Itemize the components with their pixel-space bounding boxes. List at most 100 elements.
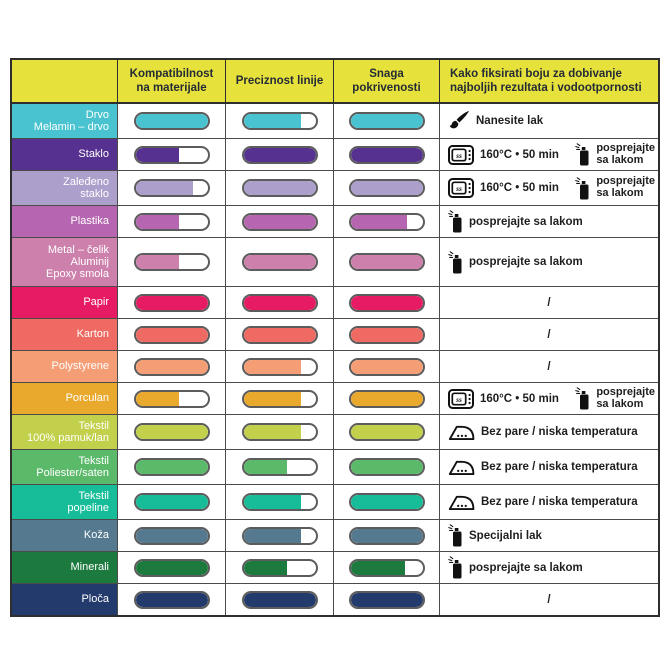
table-row: Karton / (12, 319, 658, 351)
rating-pill (348, 293, 425, 312)
table-row: Minerali posprejajte sa lakom (12, 552, 658, 584)
fixing-text: posprejajte sa lakom (596, 142, 655, 167)
rating-pill (241, 253, 318, 271)
table-header-row: Kompatibilnost na materijale Preciznost … (12, 60, 658, 104)
rating-fill (243, 327, 316, 342)
fixing-instruction: Bez pare / niska temperatura (448, 494, 638, 511)
rating-fill (350, 359, 423, 374)
rating-cell-precision (226, 584, 334, 615)
rating-cell-compatibility (118, 520, 226, 551)
fixing-cell: Bez pare / niska temperatura (440, 450, 658, 484)
material-label-line: Tekstil (78, 419, 109, 432)
material-label-line: Zaleđeno (63, 175, 109, 188)
material-label-line: Papir (83, 296, 109, 309)
rating-fill (243, 425, 302, 439)
brush-icon (448, 110, 470, 132)
fixing-text: / (547, 593, 551, 606)
material-label-line: Drvo (85, 108, 109, 121)
spray-icon (448, 250, 463, 274)
iron-icon (448, 459, 475, 476)
fixing-instruction: Bez pare / niska temperatura (448, 459, 638, 476)
rating-cell-coverage (334, 351, 440, 382)
rating-pill (133, 493, 210, 511)
fixing-instruction: Nanesite lak (448, 110, 543, 132)
rating-cell-coverage (334, 104, 440, 138)
rating-pill (133, 325, 210, 344)
material-label-cell: Karton (12, 319, 118, 350)
rating-fill (135, 425, 208, 439)
rating-cell-coverage (334, 139, 440, 170)
rating-fill (135, 181, 194, 195)
rating-cell-coverage (334, 450, 440, 484)
rating-cell-compatibility (118, 206, 226, 237)
material-label-cell: Tekstil 100% pamuk/lan (12, 415, 118, 449)
material-label-line: Melamin – drvo (33, 121, 109, 133)
rating-fill (350, 147, 423, 162)
rating-pill (241, 590, 318, 609)
rating-fill (243, 147, 316, 162)
rating-pill (133, 293, 210, 312)
rating-cell-compatibility (118, 319, 226, 350)
rating-pill (133, 145, 210, 164)
header-coverage: Snaga pokrivenosti (334, 60, 440, 102)
rating-pill (348, 526, 425, 545)
material-label-line: Epoxy smola (46, 268, 109, 281)
oven-icon: ss (448, 178, 474, 198)
rating-cell-compatibility (118, 485, 226, 519)
rating-fill (350, 214, 407, 229)
rating-pill (241, 325, 318, 344)
rating-fill (135, 495, 208, 509)
rating-pill (241, 558, 318, 577)
material-label-line: Aluminij (70, 255, 109, 268)
rating-pill (241, 493, 318, 511)
rating-pill (133, 558, 210, 577)
material-label-line: Porculan (65, 392, 109, 405)
fixing-text-line: sa lakom (596, 153, 644, 166)
fixing-text-line: sa lakom (596, 397, 644, 410)
rating-pill (348, 458, 425, 476)
fixing-instruction: Specijalni lak (448, 524, 542, 547)
fixing-cell: Bez pare / niska temperatura (440, 485, 658, 519)
rating-pill (133, 590, 210, 609)
material-label-line: Koža (83, 529, 109, 542)
rating-fill (350, 255, 423, 269)
material-label-line: Karton (76, 328, 109, 341)
material-label-line: popeline (67, 502, 109, 514)
rating-cell-compatibility (118, 383, 226, 414)
rating-fill (135, 327, 208, 342)
rating-fill (135, 214, 179, 229)
rating-fill (350, 592, 423, 607)
fixing-cell: Bez pare / niska temperatura (440, 415, 658, 449)
fixing-instruction: / (547, 329, 550, 341)
table-row: Ploča / (12, 584, 658, 615)
rating-pill (133, 253, 210, 271)
material-label-line: Staklo (78, 148, 109, 161)
rating-pill (348, 357, 425, 376)
rating-cell-coverage (334, 584, 440, 615)
rating-fill (350, 425, 423, 439)
material-label-cell: Ploča (12, 584, 118, 615)
fixing-instruction: posprejajte sa lakom (575, 386, 655, 411)
material-label-cell: Papir (12, 287, 118, 318)
fixing-instruction: ss 160°C • 50 min (448, 178, 559, 198)
fixing-text: Bez pare / niska temperatura (481, 461, 638, 473)
material-label-line: Metal – čelik (47, 243, 109, 256)
fixing-text: 160°C • 50 min (480, 182, 559, 194)
rating-cell-coverage (334, 171, 440, 205)
material-label-line: Minerali (70, 561, 109, 574)
table-row: Polystyrene / (12, 351, 658, 383)
material-label-cell: Minerali (12, 552, 118, 583)
fixing-text: posprejajte sa lakom (596, 386, 655, 411)
rating-pill (241, 179, 318, 197)
rating-pill (348, 325, 425, 344)
fixing-instruction: posprejajte sa lakom (575, 142, 655, 167)
fixing-cell: Nanesite lak (440, 104, 658, 138)
fixing-cell: / (440, 319, 658, 350)
rating-pill (133, 423, 210, 441)
table-row: Staklo ss 160°C • 50 min posprejajte sa lako… (12, 139, 658, 171)
rating-cell-coverage (334, 485, 440, 519)
rating-pill (348, 212, 425, 231)
rating-cell-coverage (334, 520, 440, 551)
fixing-text: Specijalni lak (469, 529, 542, 542)
table-row: Drvo Melamin – drvo Nanesite lak (12, 104, 658, 139)
